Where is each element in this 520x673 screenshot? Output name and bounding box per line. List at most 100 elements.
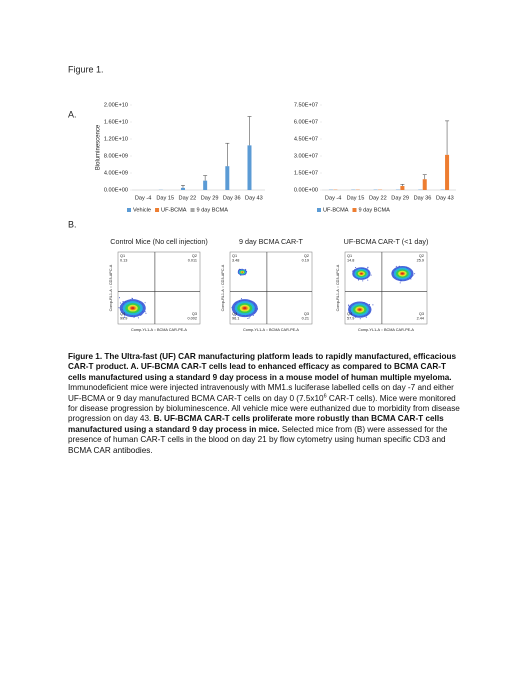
quadrant-value: 0.13 xyxy=(120,259,127,263)
y-axis-label: Comp-RL1-A :: CD3-APC-A xyxy=(109,264,113,311)
y-axis-label: Comp-RL1-A :: CD3-APC-A xyxy=(336,264,340,311)
density-dot xyxy=(365,316,367,318)
density-dot xyxy=(395,265,397,267)
density-dot xyxy=(118,307,120,309)
density-blob xyxy=(243,307,247,310)
quadrant-name: Q3 xyxy=(304,312,309,316)
bar xyxy=(247,145,252,190)
density-dot xyxy=(124,317,126,319)
x-tick-label: Day 29 xyxy=(201,195,219,201)
density-dot xyxy=(131,297,133,299)
bar xyxy=(203,180,208,190)
quadrant-name: Q1 xyxy=(347,254,352,258)
x-tick-label: Day 36 xyxy=(414,195,432,201)
caption-text: 6 xyxy=(323,392,327,399)
x-axis-label: Comp-YL1-A :: BCMA CAR-PE-A xyxy=(358,328,414,332)
x-tick-label: Day 43 xyxy=(245,195,263,201)
density-blob xyxy=(401,272,404,275)
x-tick-label: Day 22 xyxy=(369,195,387,201)
quadrant-value: 57.9 xyxy=(347,317,354,321)
figure: Figure 1. A. B. 0.00E+00 4.00E+09 8.00E+09… xyxy=(68,64,456,332)
density-dot xyxy=(245,268,247,270)
caption-bold: B. UF-BCMA CAR-T cells proliferate more … xyxy=(68,414,444,434)
quadrant-value: 0.21 xyxy=(302,317,309,321)
plot-title: Control Mice (No cell injection) xyxy=(110,237,207,246)
density-dot xyxy=(359,318,361,320)
quadrant-value: 0.011 xyxy=(188,259,197,263)
density-dot xyxy=(367,266,369,268)
legend-swatch xyxy=(127,208,131,212)
quadrant-name: Q2 xyxy=(192,254,197,258)
plot-title: UF-BCMA CAR-T (<1 day) xyxy=(344,237,429,246)
error-bar xyxy=(247,116,252,146)
bar xyxy=(445,154,450,190)
x-tick-label: Day 43 xyxy=(436,195,454,201)
density-dot xyxy=(144,311,146,313)
y-tick-label: 1.60E+10 xyxy=(104,119,128,125)
density-dot xyxy=(362,280,364,282)
error-bar xyxy=(445,120,450,155)
bar xyxy=(422,179,427,190)
density-blob xyxy=(131,307,135,310)
error-bar xyxy=(203,175,208,181)
density-blob xyxy=(241,271,243,273)
quadrant-value: 14.8 xyxy=(347,259,354,263)
y-tick-label: 3.00E+07 xyxy=(294,153,318,159)
bar xyxy=(225,166,230,190)
y-tick-label: 6.00E+07 xyxy=(294,119,318,125)
density-dot xyxy=(240,298,242,300)
density-dot xyxy=(252,314,254,316)
density-dot xyxy=(247,318,249,320)
legend-label: UF-BCMA xyxy=(323,207,349,213)
panel-label: A. xyxy=(68,109,77,119)
density-dot xyxy=(372,304,374,306)
density-dot xyxy=(122,300,124,302)
x-tick-label: Day 22 xyxy=(179,195,197,201)
legend-label: UF-BCMA xyxy=(161,207,187,213)
quadrant-name: Q1 xyxy=(232,254,237,258)
density-dot xyxy=(367,267,369,269)
caption-text: Immunodeficient mice were injected intra… xyxy=(68,383,454,403)
legend-swatch xyxy=(317,208,321,212)
y-tick-label: 0.00E+00 xyxy=(104,187,128,193)
y-axis-label: Bioluminescence xyxy=(96,124,102,170)
y-tick-label: 4.50E+07 xyxy=(294,136,318,142)
quadrant-value: 2.44 xyxy=(417,317,424,321)
error-bar xyxy=(422,174,427,180)
density-dot xyxy=(137,317,139,319)
quadrant-name: Q4 xyxy=(347,312,352,316)
density-dot xyxy=(355,267,357,269)
quadrant-name: Q2 xyxy=(419,254,424,258)
density-dot xyxy=(410,278,412,280)
density-dot xyxy=(234,315,236,317)
density-dot xyxy=(357,279,359,281)
density-dot xyxy=(238,268,240,270)
x-tick-label: Day 36 xyxy=(223,195,241,201)
y-tick-label: 0.00E+00 xyxy=(294,187,318,193)
density-dot xyxy=(119,302,121,304)
caption: Figure 1. The Ultra-fast (UF) CAR manufa… xyxy=(68,352,460,456)
y-tick-label: 7.50E+07 xyxy=(294,102,318,108)
caption-text: CAR-T cells). Mice were monitored for di… xyxy=(68,393,460,424)
x-tick-label: Day -4 xyxy=(135,195,151,201)
y-tick-label: 1.20E+10 xyxy=(104,136,128,142)
quadrant-value: 3.48 xyxy=(232,259,239,263)
x-axis-label: Comp-YL1-A :: BCMA CAR-PE-A xyxy=(243,328,299,332)
density-dot xyxy=(414,273,416,275)
density-dot xyxy=(144,302,146,304)
x-tick-label: Day 15 xyxy=(156,195,174,201)
quadrant-name: Q1 xyxy=(120,254,125,258)
quadrant-name: Q3 xyxy=(419,312,424,316)
quadrant-value: 0.19 xyxy=(302,259,309,263)
caption-bold: Figure 1. The Ultra-fast (UF) CAR manufa… xyxy=(68,352,457,382)
quadrant-name: Q4 xyxy=(120,312,125,316)
density-dot xyxy=(118,297,120,299)
density-dot xyxy=(124,315,126,317)
y-axis-label: Comp-RL1-A :: CD3-APC-A xyxy=(221,264,225,311)
density-dot xyxy=(370,274,372,276)
y-tick-label: 4.00E+09 xyxy=(104,170,128,176)
panel-label: B. xyxy=(68,219,77,229)
y-tick-label: 2.00E+10 xyxy=(104,102,128,108)
quadrant-value: 96.1 xyxy=(232,317,239,321)
